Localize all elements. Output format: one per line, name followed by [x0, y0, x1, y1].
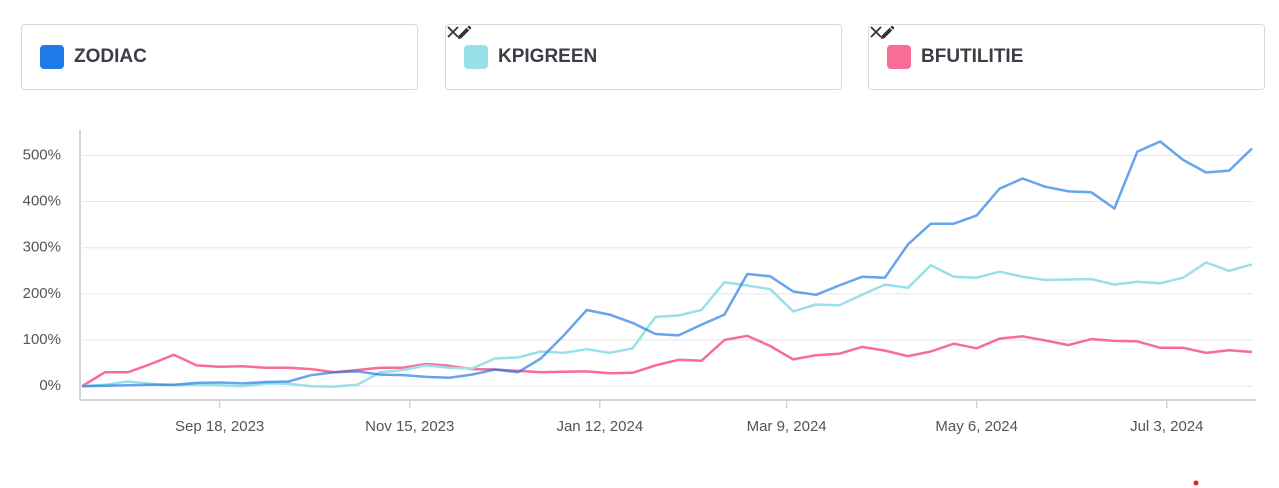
- series-card[interactable]: KPIGREEN: [445, 24, 842, 90]
- y-tick-label: 200%: [23, 285, 61, 302]
- series-line: [81, 140, 1253, 388]
- y-tick-label: 0%: [39, 377, 61, 394]
- swatch: [464, 45, 488, 69]
- series-line: [81, 261, 1253, 388]
- close-icon[interactable]: [869, 25, 883, 39]
- legend-label: KPIGREEN: [498, 46, 598, 67]
- series-card[interactable]: BFUTILITIE: [868, 24, 1265, 90]
- swatch: [40, 45, 64, 69]
- edit-icon[interactable]: [456, 25, 472, 41]
- x-tick-label: May 6, 2024: [935, 418, 1018, 435]
- series-line: [81, 334, 1253, 388]
- y-tick-label: 100%: [23, 331, 61, 348]
- y-tick-label: 400%: [23, 193, 61, 210]
- y-tick-label: 300%: [23, 239, 61, 256]
- x-tick-label: Sep 18, 2023: [175, 418, 264, 435]
- x-tick-label: Jan 12, 2024: [556, 418, 643, 435]
- edit-icon[interactable]: [879, 25, 895, 41]
- y-tick-label: 500%: [23, 146, 61, 163]
- x-tick-label: Jul 3, 2024: [1130, 418, 1203, 435]
- x-tick-label: Nov 15, 2023: [365, 418, 454, 435]
- legend-label: ZODIAC: [74, 46, 147, 67]
- close-icon[interactable]: [446, 25, 460, 39]
- x-tick-label: Mar 9, 2024: [747, 418, 827, 435]
- swatch: [887, 45, 911, 69]
- series-card[interactable]: ZODIAC: [21, 24, 418, 90]
- legend-label: BFUTILITIE: [921, 46, 1024, 67]
- dot: [1193, 480, 1199, 486]
